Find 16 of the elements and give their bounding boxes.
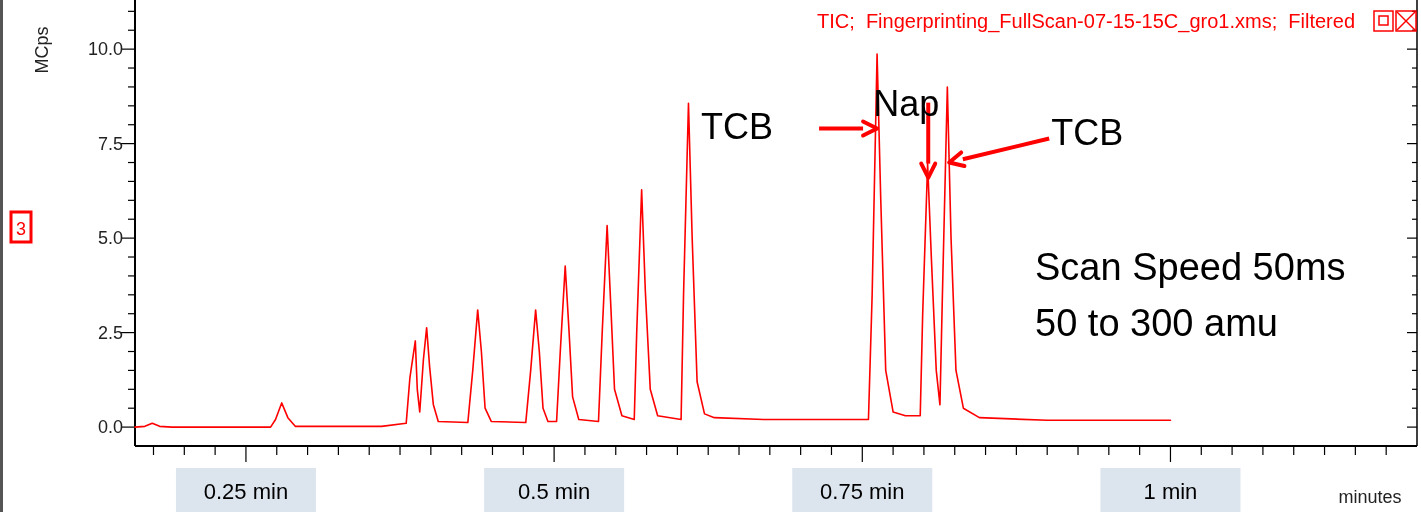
x-tick-label: 0.25 min — [203, 479, 289, 504]
y-tick-label: 7.5 — [97, 133, 123, 154]
y-tick-label: 5.0 — [97, 228, 123, 249]
x-axis-title: minutes — [1338, 487, 1402, 507]
annotation: Scan Speed 50ms 50 to 300 amu — [1035, 246, 1346, 344]
x-tick-label: 1 min — [1143, 479, 1198, 504]
annotation: TCB — [701, 105, 774, 147]
x-tick-label: 0.75 min — [820, 479, 905, 504]
x-tick-label: 0.5 min — [518, 479, 591, 504]
y-tick-label: 2.5 — [97, 322, 123, 343]
annotation: TCB — [1051, 111, 1124, 153]
y-tick-label: 0.0 — [97, 417, 123, 438]
y-axis-title: MCps — [32, 26, 52, 74]
text: TIC; Fingerprinting_FullScan-07-15-15C_gro1.xms; Filtered — [817, 10, 1355, 33]
y-tick-label: 10.0 — [87, 39, 123, 60]
text: 3 — [15, 219, 27, 239]
